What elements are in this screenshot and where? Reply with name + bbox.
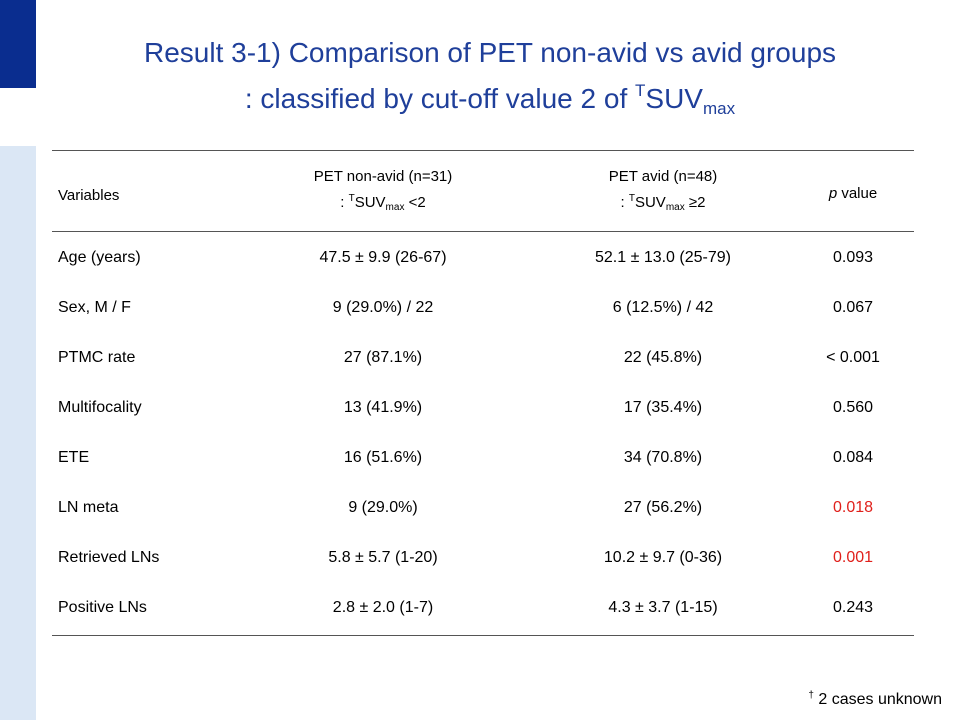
header-avid: PET avid (n=48) : TSUVmax ≥2	[608, 168, 718, 213]
cell-nonavid: 13 (41.9%)	[343, 399, 423, 416]
table-row: Positive LNs 2.8 ± 2.0 (1-7) 4.3 ± 3.7 (…	[52, 593, 914, 623]
cell-nonavid: 9 (29.0%) / 22	[332, 299, 434, 316]
cell-nonavid: 27 (87.1%)	[343, 349, 423, 366]
footnote: † 2 cases unknown	[808, 690, 942, 708]
header-rule	[52, 231, 914, 232]
cell-avid: 22 (45.8%)	[623, 349, 703, 366]
table-row: PTMC rate 27 (87.1%) 22 (45.8%) < 0.001	[52, 343, 914, 373]
cell-variable: ETE	[58, 449, 90, 466]
cell-nonavid: 16 (51.6%)	[343, 449, 423, 466]
accent-bar	[0, 0, 36, 88]
header-variables: Variables	[58, 187, 120, 204]
cell-avid: 10.2 ± 9.7 (0-36)	[603, 549, 723, 566]
cell-avid: 6 (12.5%) / 42	[612, 299, 714, 316]
cell-nonavid: 2.8 ± 2.0 (1-7)	[332, 599, 434, 616]
cell-p-value: 0.067	[832, 299, 874, 316]
cell-nonavid: 9 (29.0%)	[348, 499, 418, 516]
table-row: Multifocality 13 (41.9%) 17 (35.4%) 0.56…	[52, 393, 914, 423]
table-row: ETE 16 (51.6%) 34 (70.8%) 0.084	[52, 443, 914, 473]
cell-avid: 27 (56.2%)	[623, 499, 703, 516]
slide-title: Result 3-1) Comparison of PET non-avid v…	[40, 34, 940, 128]
cell-variable: Retrieved LNs	[58, 549, 160, 566]
header-nonavid: PET non-avid (n=31) : TSUVmax <2	[313, 168, 453, 213]
cell-p-value: 0.560	[832, 399, 874, 416]
cell-nonavid: 5.8 ± 5.7 (1-20)	[328, 549, 438, 566]
cell-variable: LN meta	[58, 499, 119, 516]
cell-p-value: < 0.001	[826, 349, 880, 366]
cell-p-value-significant: 0.001	[832, 549, 874, 566]
cell-p-value: 0.243	[832, 599, 874, 616]
cell-variable: Sex, M / F	[58, 299, 131, 316]
table-row: Age (years) 47.5 ± 9.9 (26-67) 52.1 ± 13…	[52, 243, 914, 273]
cell-variable: Multifocality	[58, 399, 142, 416]
cell-variable: PTMC rate	[58, 349, 136, 366]
cell-avid: 4.3 ± 3.7 (1-15)	[608, 599, 718, 616]
table-row: LN meta 9 (29.0%) 27 (56.2%) 0.018	[52, 493, 914, 523]
cell-avid: 17 (35.4%)	[623, 399, 703, 416]
cell-p-value: 0.093	[832, 249, 874, 266]
cell-variable: Positive LNs	[58, 599, 147, 616]
table-bottom-rule	[52, 635, 914, 636]
table-row: Retrieved LNs 5.8 ± 5.7 (1-20) 10.2 ± 9.…	[52, 543, 914, 573]
cell-variable: Age (years)	[58, 249, 141, 266]
cell-nonavid: 47.5 ± 9.9 (26-67)	[319, 249, 447, 266]
cell-p-value: 0.084	[832, 449, 874, 466]
header-p-value: p value	[828, 185, 878, 202]
cell-avid: 34 (70.8%)	[623, 449, 703, 466]
cell-avid: 52.1 ± 13.0 (25-79)	[595, 249, 731, 266]
table-top-rule	[52, 150, 914, 151]
title-line-2: : classified by cut-off value 2 of TSUVm…	[244, 81, 736, 118]
table-row: Sex, M / F 9 (29.0%) / 22 6 (12.5%) / 42…	[52, 293, 914, 323]
side-bar	[0, 146, 36, 720]
title-line-1: Result 3-1) Comparison of PET non-avid v…	[143, 37, 837, 68]
cell-p-value-significant: 0.018	[832, 499, 874, 516]
